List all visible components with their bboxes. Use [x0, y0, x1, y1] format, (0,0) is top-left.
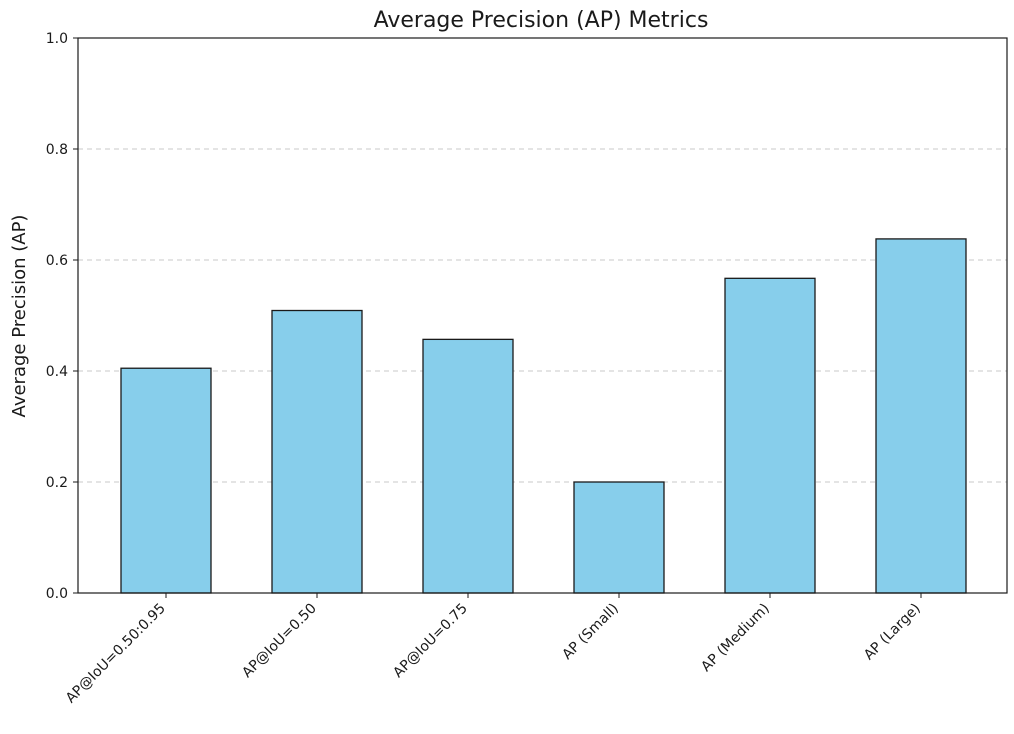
y-tick-label: 0.0 [46, 586, 68, 602]
x-axis-ticks: AP@IoU=0.50:0.95 AP@IoU=0.50 AP@IoU=0.75 AP… [63, 593, 924, 706]
bars [120, 238, 967, 594]
x-tick-label: AP@IoU=0.50 [239, 601, 320, 682]
bar [573, 481, 665, 594]
y-tick-label: 1.0 [46, 31, 68, 47]
bar [875, 238, 967, 594]
x-tick-label: AP (Small) [559, 601, 621, 663]
chart-title: Average Precision (AP) Metrics [374, 8, 709, 33]
bar [120, 367, 212, 594]
y-axis-ticks: 0.0 0.2 0.4 0.6 0.8 1.0 [46, 31, 78, 602]
y-tick-label: 0.2 [46, 475, 68, 491]
x-tick-label: AP (Large) [861, 601, 924, 664]
y-tick-label: 0.8 [46, 142, 68, 158]
y-axis-label: Average Precision (AP) [9, 215, 30, 418]
x-tick-label: AP (Medium) [698, 601, 773, 676]
bar [422, 338, 514, 594]
gridlines [78, 148, 1007, 483]
y-tick-label: 0.6 [46, 253, 68, 269]
y-tick-label: 0.4 [46, 364, 68, 380]
bar [724, 277, 816, 594]
plot-frame [77, 37, 1008, 594]
x-tick-label: AP@IoU=0.75 [390, 601, 471, 682]
bar [271, 309, 363, 594]
x-tick-label: AP@IoU=0.50:0.95 [63, 601, 169, 707]
